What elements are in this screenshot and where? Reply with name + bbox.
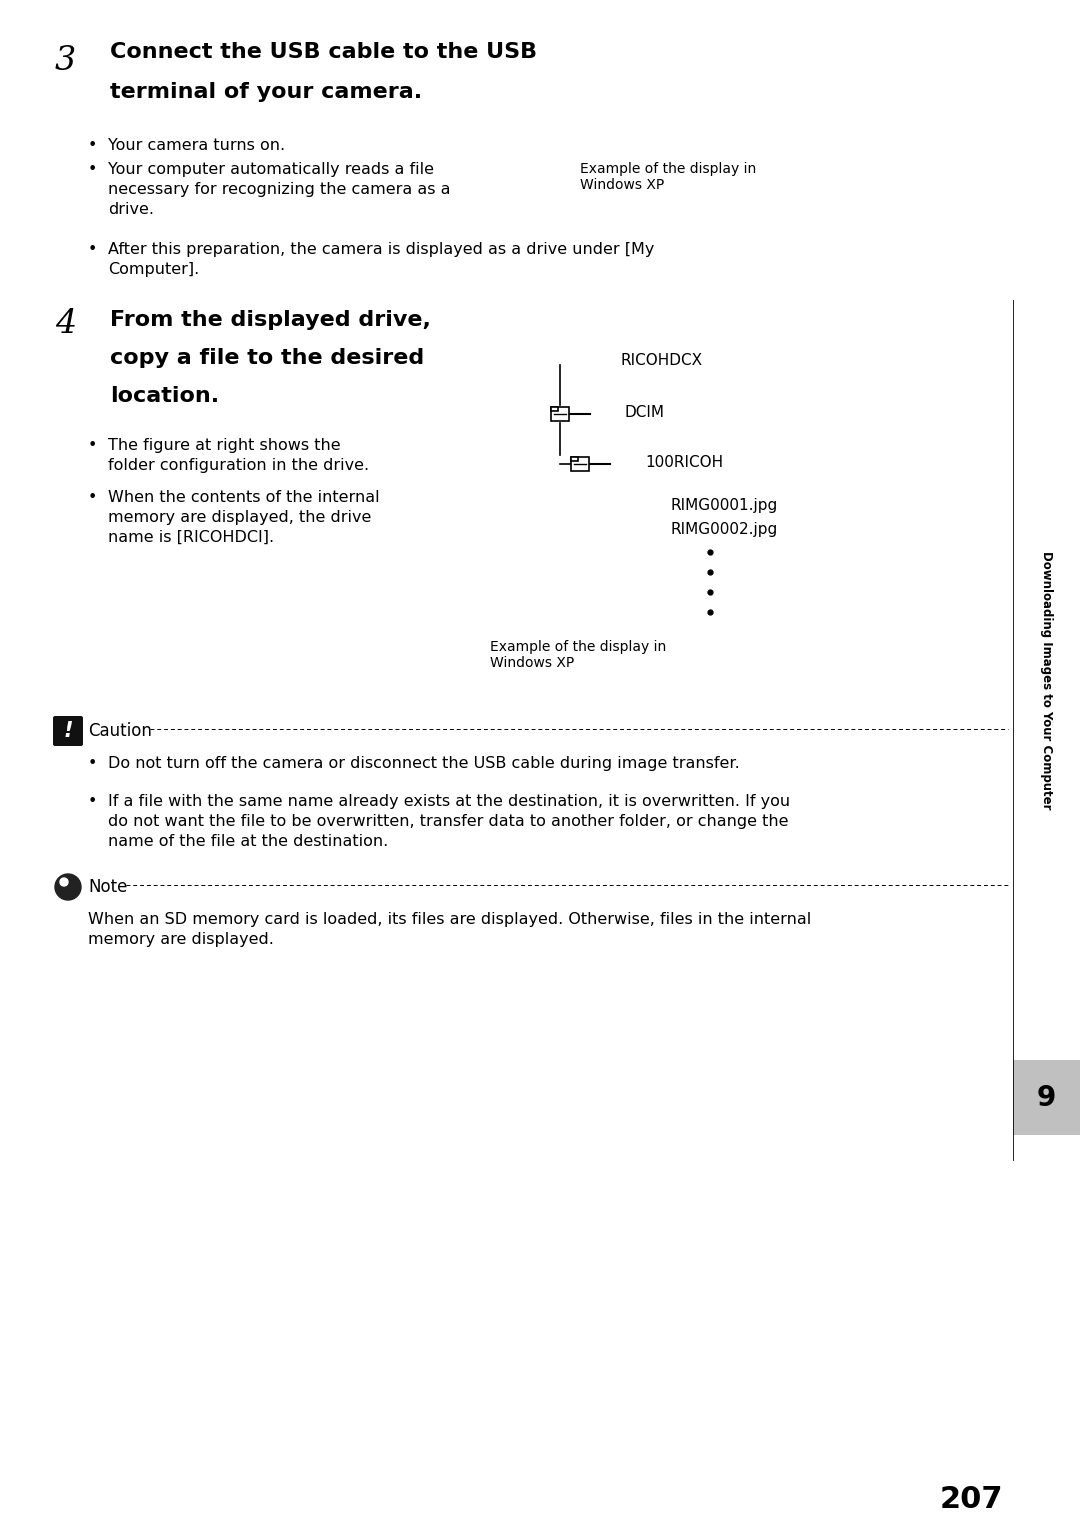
Text: Caution: Caution <box>87 722 152 741</box>
Text: memory are displayed, the drive: memory are displayed, the drive <box>108 510 372 525</box>
Text: Note: Note <box>87 878 127 896</box>
Bar <box>571 458 589 472</box>
Text: Example of the display in
Windows XP: Example of the display in Windows XP <box>490 640 666 671</box>
Text: Computer].: Computer]. <box>108 262 199 277</box>
Text: Downloading Images to Your Computer: Downloading Images to Your Computer <box>1040 551 1053 809</box>
Text: When an SD memory card is loaded, its files are displayed. Otherwise, files in t: When an SD memory card is loaded, its fi… <box>87 913 811 926</box>
Circle shape <box>55 875 81 900</box>
Text: RIMG0001.jpg: RIMG0001.jpg <box>670 497 778 513</box>
Text: Your camera turns on.: Your camera turns on. <box>108 138 285 154</box>
Bar <box>551 408 569 421</box>
Text: name of the file at the destination.: name of the file at the destination. <box>108 834 388 849</box>
Text: RICOHDCX: RICOHDCX <box>620 353 702 368</box>
Text: name is [RICOHDCI].: name is [RICOHDCI]. <box>108 529 274 545</box>
Text: memory are displayed.: memory are displayed. <box>87 932 274 948</box>
Bar <box>551 408 558 411</box>
Text: Do not turn off the camera or disconnect the USB cable during image transfer.: Do not turn off the camera or disconnect… <box>108 756 740 771</box>
Text: If a file with the same name already exists at the destination, it is overwritte: If a file with the same name already exi… <box>108 794 791 809</box>
Text: •: • <box>87 490 97 505</box>
Circle shape <box>60 878 68 887</box>
Text: •: • <box>87 242 97 257</box>
Text: copy a file to the desired: copy a file to the desired <box>110 348 424 368</box>
Text: 3: 3 <box>55 46 77 78</box>
Text: Your computer automatically reads a file: Your computer automatically reads a file <box>108 163 434 176</box>
FancyBboxPatch shape <box>53 716 83 745</box>
Text: When the contents of the internal: When the contents of the internal <box>108 490 380 505</box>
Text: From the displayed drive,: From the displayed drive, <box>110 310 431 330</box>
Text: •: • <box>87 756 97 771</box>
Text: necessary for recognizing the camera as a: necessary for recognizing the camera as … <box>108 183 450 198</box>
Text: !: ! <box>64 721 72 741</box>
Text: terminal of your camera.: terminal of your camera. <box>110 82 422 102</box>
Text: •: • <box>87 438 97 453</box>
Text: DCIM: DCIM <box>625 405 665 420</box>
Text: After this preparation, the camera is displayed as a drive under [My: After this preparation, the camera is di… <box>108 242 654 257</box>
Text: •: • <box>87 794 97 809</box>
Bar <box>571 458 578 461</box>
Text: drive.: drive. <box>108 202 154 218</box>
Text: 9: 9 <box>1037 1083 1056 1112</box>
Text: 4: 4 <box>55 307 77 341</box>
Text: The figure at right shows the: The figure at right shows the <box>108 438 340 453</box>
Text: Example of the display in
Windows XP: Example of the display in Windows XP <box>580 163 756 192</box>
Text: Connect the USB cable to the USB: Connect the USB cable to the USB <box>110 43 537 62</box>
Text: 207: 207 <box>940 1484 1003 1513</box>
Text: 100RICOH: 100RICOH <box>645 455 724 470</box>
Text: do not want the file to be overwritten, transfer data to another folder, or chan: do not want the file to be overwritten, … <box>108 814 788 829</box>
Text: RIMG0002.jpg: RIMG0002.jpg <box>670 522 778 537</box>
Text: location.: location. <box>110 386 219 406</box>
Text: •: • <box>87 138 97 154</box>
Text: •: • <box>87 163 97 176</box>
Bar <box>1013 1060 1080 1135</box>
Text: folder configuration in the drive.: folder configuration in the drive. <box>108 458 369 473</box>
